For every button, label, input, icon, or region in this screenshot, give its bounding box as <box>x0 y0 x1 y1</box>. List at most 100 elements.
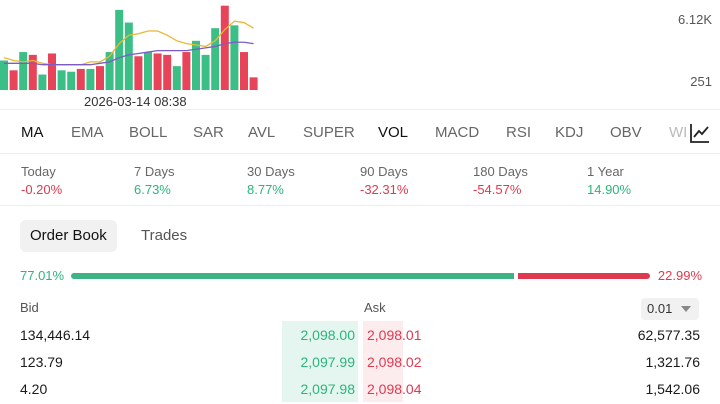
perf-value: -0.20% <box>21 182 63 197</box>
volume-chart-svg <box>0 5 258 91</box>
perf-value: 14.90% <box>587 182 632 197</box>
indicator-boll[interactable]: BOLL <box>129 124 168 141</box>
indicator-rsi[interactable]: RSI <box>506 124 532 141</box>
volume-bar <box>211 28 220 90</box>
y-axis-min-label: 251 <box>690 74 712 89</box>
volume-bar <box>172 66 181 90</box>
y-axis-max-label: 6.12K <box>678 12 712 27</box>
ask-depth-bar: 2,098.01 <box>363 321 422 348</box>
volume-bar <box>163 54 172 90</box>
ask-header: Ask <box>364 300 386 315</box>
bid-quantity: 134,446.14 <box>20 327 91 343</box>
volume-bar <box>124 22 133 90</box>
indicator-ema[interactable]: EMA <box>71 124 104 141</box>
indicator-kdj[interactable]: KDJ <box>555 124 584 141</box>
ask-depth-bar: 2,098.04 <box>363 375 422 402</box>
volume-bar <box>9 70 18 90</box>
bid-ratio-bar <box>71 273 514 279</box>
perf-today: Today -0.20% <box>21 164 62 197</box>
ask-depth-bar: 2,098.02 <box>363 348 422 375</box>
volume-bar <box>192 40 200 90</box>
bid-quantity: 123.79 <box>20 354 63 370</box>
volume-bar <box>240 52 248 90</box>
indicator-ma[interactable]: MA <box>21 124 44 141</box>
volume-bar <box>115 9 124 90</box>
volume-bar <box>0 60 8 90</box>
bid-price: 2,097.99 <box>300 354 356 370</box>
bid-depth-bar: 2,098.00 <box>282 321 358 348</box>
volume-bar <box>220 5 229 91</box>
ask-ratio-label: 22.99% <box>657 268 702 283</box>
indicator-macd[interactable]: MACD <box>435 124 480 141</box>
volume-bar <box>153 53 162 90</box>
volume-bar <box>48 53 56 90</box>
bid-ask-ratio: 77.01% 22.99% <box>0 266 720 286</box>
ask-price: 2,098.02 <box>367 354 422 370</box>
perf-value: 6.73% <box>134 182 171 197</box>
volume-bar <box>144 52 152 90</box>
chevron-down-icon <box>681 306 691 312</box>
ask-price: 2,098.04 <box>367 381 422 397</box>
ask-quantity: 1,542.06 <box>645 381 701 397</box>
volume-bar <box>96 66 104 90</box>
perf-label: Today <box>21 164 56 179</box>
perf-7-days: 7 Days 6.73% <box>134 164 174 197</box>
table-row[interactable]: 134,446.14 2,098.00 2,098.01 62,577.35 <box>0 321 720 348</box>
volume-bar <box>57 70 66 90</box>
perf-label: 1 Year <box>587 164 624 179</box>
tab-trades[interactable]: Trades <box>141 227 188 244</box>
perf-label: 180 Days <box>473 164 528 179</box>
perf-label: 7 Days <box>134 164 175 179</box>
bid-header: Bid <box>20 300 39 315</box>
volume-bar <box>134 56 143 90</box>
indicator-vol[interactable]: VOL <box>378 124 409 141</box>
line-chart-icon[interactable] <box>688 121 712 145</box>
perf-1-year: 1 Year 14.90% <box>587 164 631 197</box>
volume-bar <box>76 68 85 90</box>
ask-quantity: 62,577.35 <box>637 327 700 343</box>
ask-ratio-bar <box>518 273 650 279</box>
perf-value: -54.57% <box>473 182 522 197</box>
table-row[interactable]: 123.79 2,097.99 2,098.02 1,321.76 <box>0 348 720 375</box>
bid-ratio-label: 77.01% <box>20 268 65 283</box>
volume-bar <box>19 52 28 90</box>
precision-value: 0.01 <box>647 301 673 316</box>
perf-90-days: 90 Days -32.31% <box>360 164 408 197</box>
indicator-avl[interactable]: AVL <box>248 124 276 141</box>
bid-price: 2,098.00 <box>300 327 356 343</box>
perf-180-days: 180 Days -54.57% <box>473 164 528 197</box>
volume-bar <box>182 52 191 90</box>
perf-value: 8.77% <box>247 182 284 197</box>
indicator-wi[interactable]: WI <box>669 124 688 141</box>
indicator-obv[interactable]: OBV <box>610 124 642 141</box>
volume-bar <box>249 77 258 90</box>
ask-price: 2,098.01 <box>367 327 422 343</box>
perf-label: 30 Days <box>247 164 295 179</box>
indicator-sar[interactable]: SAR <box>193 124 224 141</box>
bid-price: 2,097.98 <box>300 381 356 397</box>
order-book: 134,446.14 2,098.00 2,098.01 62,577.35 1… <box>0 321 720 404</box>
ma-short-line <box>3 20 254 66</box>
tab-order-book[interactable]: Order Book <box>20 220 117 252</box>
indicator-tabs: MA EMA BOLL SAR AVL SUPER VOL MACD RSI K… <box>0 112 720 154</box>
volume-bar <box>201 54 210 90</box>
perf-30-days: 30 Days 8.77% <box>247 164 295 197</box>
ask-quantity: 1,321.76 <box>645 354 701 370</box>
volume-chart[interactable]: 6.12K 251 2026-03-14 08:38 <box>0 0 720 110</box>
bid-quantity: 4.20 <box>20 381 48 397</box>
indicator-super[interactable]: SUPER <box>303 124 355 141</box>
ma-long-line <box>4 41 254 66</box>
performance-summary: Today -0.20% 7 Days 6.73% 30 Days 8.77% … <box>0 156 720 206</box>
table-row[interactable]: 4.20 2,097.98 2,098.04 1,542.06 <box>0 375 720 402</box>
bid-depth-bar: 2,097.98 <box>282 375 358 402</box>
perf-label: 90 Days <box>360 164 408 179</box>
perf-value: -32.31% <box>360 182 409 197</box>
volume-bar <box>38 74 47 90</box>
crosshair-timestamp: 2026-03-14 08:38 <box>84 94 187 109</box>
volume-bar <box>105 52 114 90</box>
bid-depth-bar: 2,097.99 <box>282 348 358 375</box>
volume-bar <box>230 25 239 90</box>
volume-bar <box>67 71 76 90</box>
precision-select[interactable]: 0.01 <box>641 298 699 320</box>
volume-bar <box>86 68 95 90</box>
